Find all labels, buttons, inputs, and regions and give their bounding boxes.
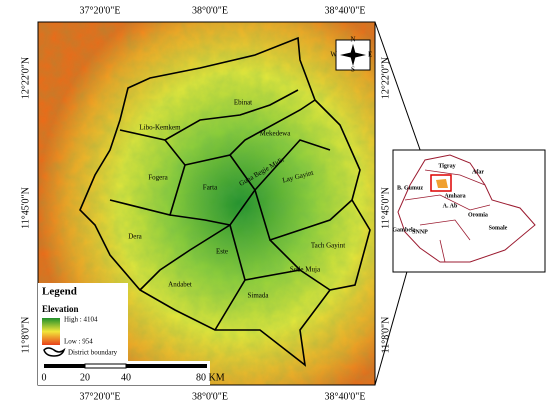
legend-low: Low : 954	[64, 338, 93, 346]
district-label: Mekedewa	[260, 130, 292, 138]
inset-label: Oromia	[468, 212, 488, 218]
legend-boundary: District boundary	[68, 349, 118, 357]
inset-label: B. Gumuz	[397, 185, 423, 191]
scale-label: 40	[121, 372, 131, 383]
left-coordinate: 11°45'0"N	[20, 187, 31, 229]
district-label: Libo-Kemkem	[139, 124, 181, 132]
left-coordinate: 11°8'0"N	[20, 317, 31, 354]
inset-label: SNNP	[412, 229, 428, 235]
inset-label: Afar	[472, 169, 484, 175]
scale-label: 0	[42, 372, 47, 383]
left-coordinate: 12°22'0"N	[20, 57, 31, 99]
inset-label: A. Ab	[443, 203, 458, 209]
bottom-coordinate: 37°20'0"E	[80, 391, 121, 402]
inset-label: Gambela	[392, 227, 415, 233]
district-label: Andabet	[168, 281, 192, 289]
district-label: Simada	[248, 292, 270, 300]
compass-e: E	[368, 51, 372, 59]
compass-s: S	[351, 66, 355, 74]
ethiopia-inset	[397, 154, 536, 263]
right-coordinate: 12°22'0"N	[380, 57, 391, 99]
inset-label: Somale	[489, 225, 508, 231]
compass-n: N	[350, 36, 355, 44]
legend-high: High : 4104	[64, 316, 98, 324]
legend-elevation: Elevation	[42, 304, 79, 314]
bottom-coordinate: 38°40'0"E	[325, 391, 366, 402]
district-boundaries	[79, 36, 371, 367]
district-label: Dera	[128, 233, 142, 241]
north-arrow	[335, 39, 371, 71]
district-label: Farta	[203, 184, 218, 192]
district-label: Ebinat	[234, 99, 252, 107]
right-coordinate: 11°45'0"N	[380, 187, 391, 229]
top-coordinate: 38°40'0"E	[325, 5, 366, 16]
right-coordinate: 11°8'0"N	[380, 317, 391, 354]
legend-title: Legend	[42, 286, 77, 298]
inset-label: Tigray	[438, 163, 455, 169]
scale-bar	[38, 361, 210, 385]
legend	[38, 283, 128, 361]
bottom-coordinate: 38°0'0"E	[192, 391, 228, 402]
scale-label: 20	[80, 372, 90, 383]
inset-label: Amhara	[444, 193, 465, 199]
scale-label: 80 KM	[196, 372, 225, 383]
compass-w: W	[330, 51, 337, 59]
district-label: Tach Gayint	[311, 242, 345, 250]
top-coordinate: 37°20'0"E	[80, 5, 121, 16]
district-label: Este	[216, 248, 228, 256]
district-label: Sede Muja	[290, 266, 321, 274]
top-coordinate: 38°0'0"E	[192, 5, 228, 16]
district-label: Fogera	[148, 174, 168, 182]
